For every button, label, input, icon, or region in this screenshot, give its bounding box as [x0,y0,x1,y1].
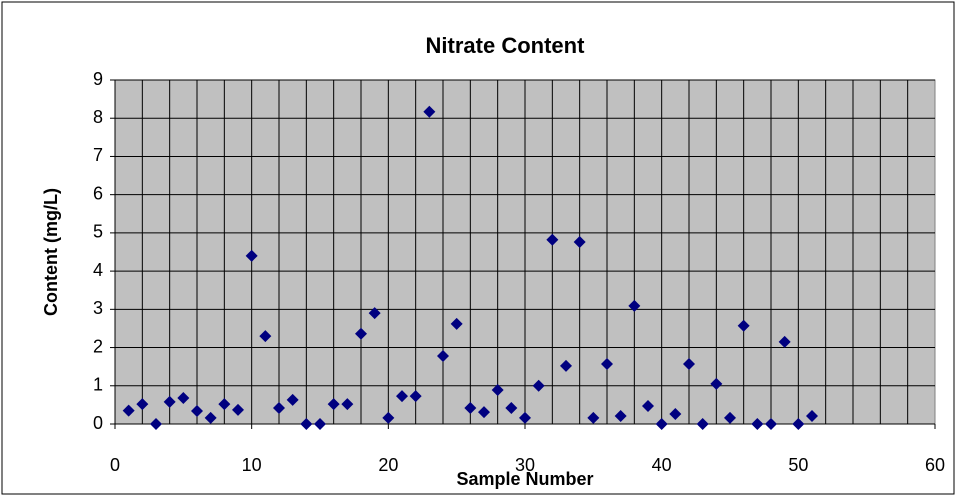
data-point [218,398,231,411]
x-tick-label: 40 [652,455,672,475]
data-point [122,404,135,417]
data-point [382,411,395,424]
chart-title: Nitrate Content [426,33,586,58]
data-point [286,393,299,406]
data-point [437,349,449,362]
data-point [573,236,586,249]
data-point [737,319,750,332]
data-point [614,409,627,422]
data-point [327,398,340,411]
data-point [560,359,572,372]
x-tick-label: 50 [788,455,808,475]
y-tick-label: 7 [93,145,103,165]
x-axis-label: Sample Number [456,469,593,489]
y-tick-label: 0 [93,413,103,433]
data-point [478,406,490,419]
data-point [177,392,190,405]
data-point [765,418,777,430]
data-point [259,330,272,343]
data-point [491,383,504,396]
data-point [136,398,149,411]
data-point [409,390,422,403]
data-point [450,317,463,330]
x-tick-label: 0 [110,455,120,475]
x-tick-label: 10 [242,455,262,475]
data-point [314,418,326,430]
x-tick-label: 30 [515,455,535,475]
data-point [710,377,723,390]
data-point [300,418,313,430]
y-tick-label: 2 [93,336,103,356]
data-point [245,249,258,262]
data-point [724,411,736,424]
data-point [792,418,805,430]
y-tick-label: 5 [93,222,103,242]
data-point [423,105,436,118]
y-tick-label: 4 [93,260,103,280]
y-tick-label: 3 [93,298,103,318]
y-tick-label: 8 [93,107,103,127]
data-point [642,400,654,413]
data-point [587,411,600,424]
y-tick-label: 1 [93,375,103,395]
data-point [341,398,354,411]
data-point [396,390,408,403]
y-tick-label: 9 [93,69,103,89]
data-point [163,395,176,408]
data-point [669,408,682,421]
data-point [204,411,217,424]
data-point [355,327,367,340]
data-point [546,233,559,246]
data-point [519,411,531,424]
data-point [655,418,668,430]
data-point [150,418,162,430]
data-point [464,401,477,414]
data-point [683,357,695,370]
data-point [751,418,764,430]
data-point [696,418,709,430]
y-tick-label: 6 [93,183,103,203]
data-point [191,405,203,418]
data-point [806,409,818,422]
x-tick-label: 60 [925,455,945,475]
data-point [232,403,244,416]
data-point [505,401,518,414]
data-point [368,307,381,320]
y-axis-label: Content (mg/L) [41,188,61,316]
data-point [532,379,545,392]
data-point [273,401,285,414]
x-tick-label: 20 [378,455,398,475]
data-point [778,335,791,348]
data-point [628,299,641,312]
data-point [601,357,613,370]
